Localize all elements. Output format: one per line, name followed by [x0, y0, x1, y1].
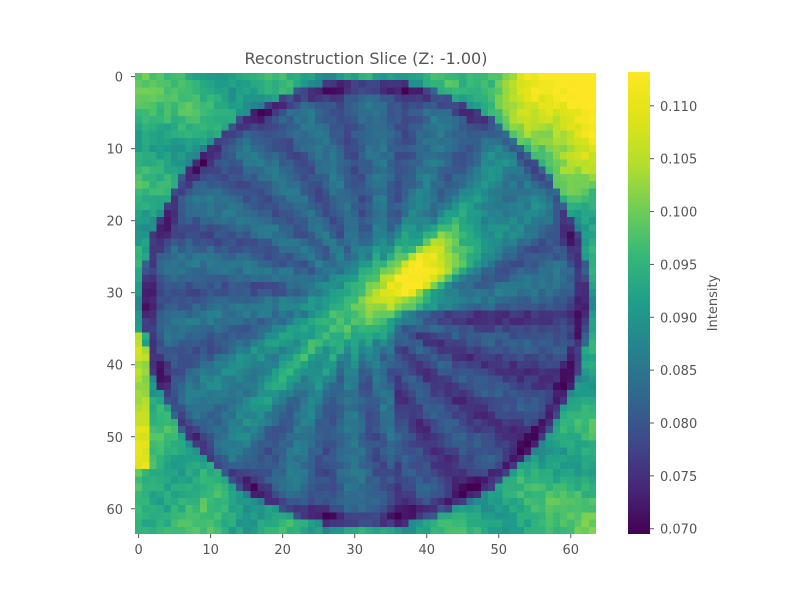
y-tick-label: 30 — [106, 287, 123, 302]
colorbar-tick-label: 0.070 — [660, 523, 697, 538]
colorbar-tick-label: 0.085 — [660, 364, 697, 379]
colorbar-tick-label: 0.090 — [660, 311, 697, 326]
colorbar-tick-label: 0.095 — [660, 258, 697, 273]
y-tick-label: 10 — [106, 143, 123, 158]
y-tick-label: 60 — [106, 503, 123, 518]
heatmap — [135, 73, 596, 534]
colorbar-tick-label: 0.100 — [660, 206, 697, 221]
x-tick-label: 30 — [346, 543, 363, 558]
x-tick-label: 10 — [202, 543, 219, 558]
colorbar-label: Intensity — [706, 274, 721, 331]
colorbar-tick-label: 0.110 — [660, 100, 697, 115]
y-axis: 0 10 20 30 40 50 60 — [106, 71, 135, 518]
x-tick-label: 50 — [490, 543, 507, 558]
colorbar-ticks: 0.070 0.075 0.080 0.085 0.090 0.095 0.100 0.105… — [650, 100, 697, 538]
heatmap-image — [135, 73, 596, 534]
y-tick-label: 20 — [106, 215, 123, 230]
x-tick-label: 0 — [134, 543, 142, 558]
colorbar-tick-label: 0.075 — [660, 470, 697, 485]
y-tick-label: 50 — [106, 431, 123, 446]
colorbar-tick-label: 0.105 — [660, 153, 697, 168]
colorbar-tick-label: 0.080 — [660, 417, 697, 432]
y-tick-label: 40 — [106, 359, 123, 374]
y-tick-label: 0 — [115, 71, 123, 86]
colorbar-gradient — [628, 72, 650, 534]
x-tick-label: 20 — [274, 543, 291, 558]
chart-title: Reconstruction Slice (Z: -1.00) — [245, 49, 488, 68]
x-tick-label: 60 — [563, 543, 580, 558]
colorbar: 0.070 0.075 0.080 0.085 0.090 0.095 0.100 0.105… — [628, 72, 721, 538]
x-axis: 0 10 20 30 40 50 60 — [134, 534, 579, 558]
x-tick-label: 40 — [418, 543, 435, 558]
